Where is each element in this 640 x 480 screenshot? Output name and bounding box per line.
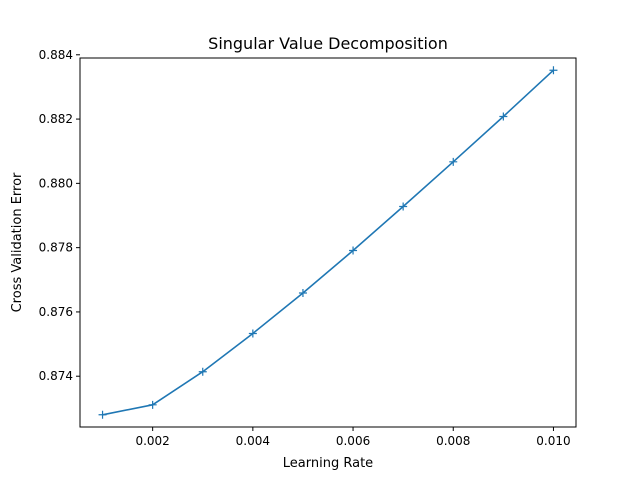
data-point-marker [298,288,307,297]
data-point-marker [98,410,107,419]
y-tick-label: 0.878 [39,241,73,255]
chart-title: Singular Value Decomposition [208,34,448,53]
y-tick-label: 0.880 [39,176,73,190]
y-tick-label: 0.884 [39,48,73,62]
x-axis: 0.002 0.004 0.006 0.008 0.010 [135,427,571,448]
data-point-marker [549,66,558,75]
x-tick-label: 0.002 [135,434,169,448]
data-point-marker [399,202,408,211]
plot-background [80,58,576,427]
data-point-marker [248,329,257,338]
series-layer [98,66,558,419]
series-line [102,69,554,416]
y-tick-label: 0.874 [39,369,73,383]
y-axis: 0.874 0.876 0.878 0.880 0.882 0.884 [39,48,80,383]
x-tick-label: 0.006 [336,434,370,448]
data-point-marker [449,157,458,166]
plot-frame [79,57,577,428]
x-tick-label: 0.010 [536,434,570,448]
data-point-marker [499,112,508,121]
x-tick-label: 0.004 [236,434,270,448]
y-axis-label: Cross Validation Error [10,172,25,312]
x-axis-label: Learning Rate [283,456,373,471]
plot-area: 0.002 0.004 0.006 0.008 0.010 0.8740.8760.87… [39,48,577,448]
data-point-marker [349,246,358,255]
x-tick-label: 0.008 [436,434,470,448]
y-tick-label: 0.882 [39,112,73,126]
y-tick-label: 0.876 [39,305,73,319]
data-point-marker [148,400,157,409]
data-point-marker [198,367,207,376]
